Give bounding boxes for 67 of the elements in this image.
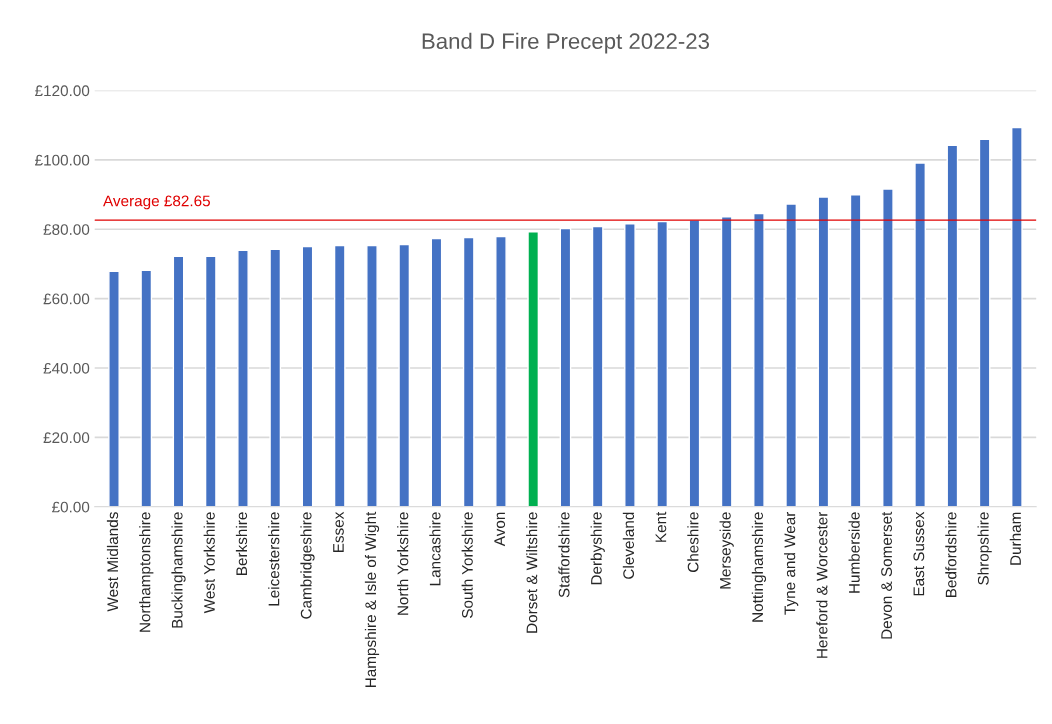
x-tick-label: Durham: [1009, 512, 1021, 565]
x-tick-label: Leicestershire: [268, 512, 280, 606]
bar: [785, 203, 798, 507]
x-tick-label: West Yorkshire: [203, 512, 215, 614]
bar: [591, 225, 604, 507]
bar: [849, 194, 862, 507]
bar: [978, 138, 991, 507]
x-tick-label: West Midlands: [106, 512, 119, 612]
bar: [914, 162, 926, 507]
bar: [688, 219, 701, 507]
x-tick-label: Cleveland: [622, 512, 635, 579]
bar: [108, 270, 120, 507]
x-tick-label: Essex: [333, 511, 344, 553]
x-tick-label: Northamptonshire: [139, 512, 154, 632]
x-tick-label: Staffordshire: [558, 512, 570, 598]
bar: [1011, 126, 1023, 507]
bar: [462, 236, 475, 507]
bar: [559, 227, 572, 507]
bar: [269, 248, 282, 507]
x-tick-label: East Sussex: [913, 511, 925, 596]
y-tick-label: £40.00: [43, 362, 90, 374]
x-tick-label: Kent: [655, 511, 667, 542]
y-tick-label: £100.00: [35, 154, 90, 166]
bar: [430, 237, 443, 507]
bar: [140, 269, 153, 507]
bar: [333, 244, 346, 507]
bar: [301, 245, 314, 507]
bar: [204, 255, 217, 507]
x-tick-label: Cheshire: [687, 512, 699, 573]
x-tick-label: Devon & Somerset: [881, 511, 892, 639]
x-tick-label: Merseyside: [719, 512, 734, 589]
x-tick-label: Avon: [494, 512, 506, 547]
x-tick-label: Hereford & Worcester: [816, 511, 828, 658]
x-tick-label: Tyne and Wear: [784, 511, 799, 615]
x-tick-label: Hampshire & Isle of Wight: [364, 511, 380, 687]
bar: [398, 243, 411, 507]
x-tick-label: Buckinghamshire: [171, 512, 186, 628]
bar: [172, 255, 185, 507]
x-tick-label: Cambridgeshire: [300, 512, 315, 619]
bar: [527, 231, 540, 507]
bar: [656, 220, 669, 507]
x-tick-label: Humberside: [848, 512, 860, 593]
y-tick-label: £80.00: [43, 224, 90, 235]
x-tick-label: Dorset & Wiltshire: [526, 512, 538, 633]
x-tick-label: Berkshire: [235, 512, 248, 575]
bar: [237, 249, 249, 507]
x-tick-label: Lancashire: [429, 512, 441, 586]
bar: [624, 223, 636, 507]
bar: [495, 235, 507, 507]
x-tick-label: Nottinghamshire: [751, 512, 767, 622]
x-tick-label: Derbyshire: [590, 512, 605, 585]
bar: [366, 244, 378, 507]
chart-title: Band D Fire Precept 2022-23: [422, 32, 710, 54]
bar: [753, 212, 765, 507]
bar: [946, 144, 959, 507]
bar: [720, 216, 733, 507]
x-tick-label: Shropshire: [977, 512, 992, 585]
bar: [817, 196, 830, 507]
x-tick-label: Bedfordshire: [945, 512, 957, 598]
x-tick-label: North Yorkshire: [397, 512, 409, 615]
y-tick-label: £0.00: [52, 501, 90, 513]
y-tick-label: £60.00: [43, 293, 90, 305]
y-tick-label: £120.00: [35, 85, 90, 97]
x-tick-label: South Yorkshire: [461, 512, 473, 618]
y-tick-label: £20.00: [43, 432, 90, 444]
bar: [882, 188, 894, 507]
ref-line-label: Average £82.65: [103, 195, 210, 210]
